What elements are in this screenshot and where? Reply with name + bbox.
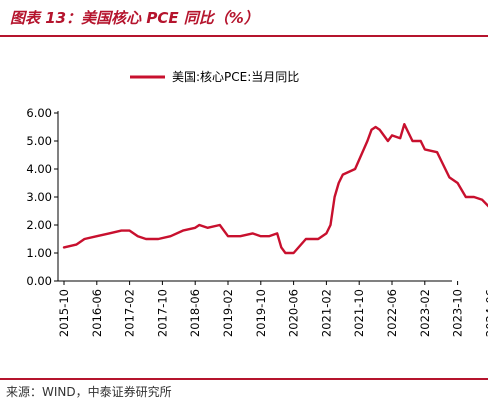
- x-tick-label: 2017-10: [155, 289, 169, 337]
- x-tick-label: 2015-10: [57, 289, 71, 337]
- x-tick-label: 2017-02: [123, 289, 137, 337]
- bottom-divider: [0, 378, 488, 380]
- x-tick-label: 2021-10: [352, 289, 366, 337]
- legend: 美国:核心PCE:当月同比: [130, 70, 299, 84]
- x-tick-label: 2019-10: [254, 289, 268, 337]
- y-tick-label: 3.00: [26, 190, 52, 204]
- y-tick-label: 4.00: [26, 162, 52, 176]
- series-line: [62, 122, 488, 255]
- y-tick-label: 5.00: [26, 134, 52, 148]
- legend-label: 美国:核心PCE:当月同比: [172, 70, 299, 84]
- x-axis: 2015-10 2016-06 2017-02 2017-10 2018-06 2019-…: [57, 280, 488, 337]
- x-tick-label: 2021-02: [319, 289, 333, 337]
- x-tick-label: 2016-06: [90, 289, 104, 337]
- y-axis: 0.00 1.00 2.00 3.00 4.00 5.00 6.00: [26, 106, 59, 288]
- y-tick-label: 2.00: [26, 218, 52, 232]
- y-tick-label: 6.00: [26, 106, 52, 120]
- x-tick-label: 2018-06: [188, 289, 202, 337]
- x-tick-label: 2022-06: [385, 289, 399, 337]
- series-group: [62, 122, 488, 255]
- source-note: 来源：WIND，中泰证券研究所: [6, 385, 172, 399]
- chart-title: 图表 13：美国核心 PCE 同比（%）: [10, 9, 259, 27]
- y-tick-label: 0.00: [26, 274, 52, 288]
- x-tick-label: 2019-02: [221, 289, 235, 337]
- x-tick-label: 2024-06: [483, 289, 488, 337]
- x-tick-label: 2020-06: [287, 289, 301, 337]
- x-tick-label: 2023-02: [418, 289, 432, 337]
- x-tick-label: 2023-10: [451, 289, 465, 337]
- top-divider: [0, 35, 488, 37]
- y-tick-label: 1.00: [26, 246, 52, 260]
